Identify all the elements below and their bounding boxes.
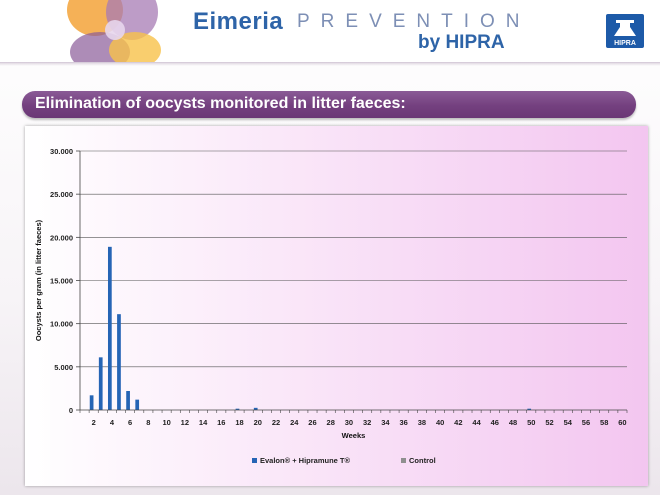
x-tick-label: 44	[472, 418, 481, 427]
slide-title-bar: Elimination of oocysts monitored in litt…	[22, 91, 636, 118]
x-tick-label: 36	[399, 418, 407, 427]
x-tick-label: 40	[436, 418, 444, 427]
x-tick-label: 20	[254, 418, 262, 427]
legend-label: Evalon® + Hipramune T®	[260, 456, 351, 465]
legend-swatch	[401, 458, 406, 463]
brand-name: Eimeria	[193, 8, 284, 35]
bar-evalon-week-3	[98, 357, 103, 410]
x-tick-label: 58	[600, 418, 608, 427]
x-tick-label: 50	[527, 418, 535, 427]
x-tick-label: 52	[545, 418, 553, 427]
y-axis-title: Oocysts per gram (in litter faeces)	[34, 219, 43, 341]
bar-evalon-week-20	[253, 407, 258, 410]
y-tick-label: 5.000	[54, 363, 73, 372]
hipra-badge-icon: HIPRA	[606, 14, 644, 48]
y-tick-label: 10.000	[50, 320, 73, 329]
bar-evalon-week-50	[527, 408, 532, 410]
bar-evalon-week-18	[235, 408, 240, 410]
bar-evalon-week-7	[135, 399, 140, 410]
flower-logo-icon	[67, 0, 161, 62]
hipra-badge-label: HIPRA	[614, 40, 636, 47]
x-tick-label: 8	[146, 418, 150, 427]
x-tick-label: 18	[235, 418, 243, 427]
x-tick-label: 38	[418, 418, 426, 427]
y-tick-label: 25.000	[50, 190, 73, 199]
x-tick-label: 22	[272, 418, 280, 427]
legend-label: Control	[409, 456, 436, 465]
x-tick-label: 26	[308, 418, 316, 427]
y-tick-label: 15.000	[50, 277, 73, 286]
chart-panel: 0 5.000 10.000 15.000 20.000 25.000 30.000 2 4 6 8…	[25, 126, 648, 486]
x-tick-label: 42	[454, 418, 462, 427]
brand-subtitle: PREVENTION	[297, 11, 531, 32]
x-tick-label: 28	[327, 418, 335, 427]
x-tick-label: 14	[199, 418, 208, 427]
x-tick-label: 16	[217, 418, 225, 427]
x-tick-label: 30	[345, 418, 353, 427]
bar-evalon-week-5	[117, 314, 121, 410]
x-tick-label: 6	[128, 418, 132, 427]
x-tick-label: 54	[564, 418, 573, 427]
x-tick-label: 12	[181, 418, 189, 427]
header-divider	[0, 62, 660, 66]
x-tick-label: 48	[509, 418, 517, 427]
y-tick-label: 0	[69, 406, 73, 415]
x-tick-label: 2	[92, 418, 96, 427]
slide-title: Elimination of oocysts monitored in litt…	[35, 95, 406, 112]
x-tick-label: 32	[363, 418, 371, 427]
x-tick-label: 24	[290, 418, 299, 427]
x-tick-label: 56	[582, 418, 590, 427]
bar-evalon-week-6	[126, 391, 130, 410]
x-axis-title: Weeks	[342, 431, 366, 440]
y-tick-label: 20.000	[50, 233, 73, 242]
x-tick-label: 4	[110, 418, 115, 427]
chart-background	[25, 126, 648, 486]
y-tick-label: 30.000	[50, 147, 73, 156]
x-tick-label: 10	[162, 418, 170, 427]
x-tick-label: 46	[491, 418, 499, 427]
x-tick-label: 60	[618, 418, 626, 427]
legend-swatch	[252, 458, 257, 463]
bar-evalon-week-4	[107, 246, 112, 410]
x-tick-label: 34	[381, 418, 390, 427]
bar-evalon-week-2	[89, 395, 94, 410]
brand-by-line: by HIPRA	[418, 32, 505, 53]
slide-header: Eimeria PREVENTION by HIPRA HIPRA	[0, 0, 660, 63]
